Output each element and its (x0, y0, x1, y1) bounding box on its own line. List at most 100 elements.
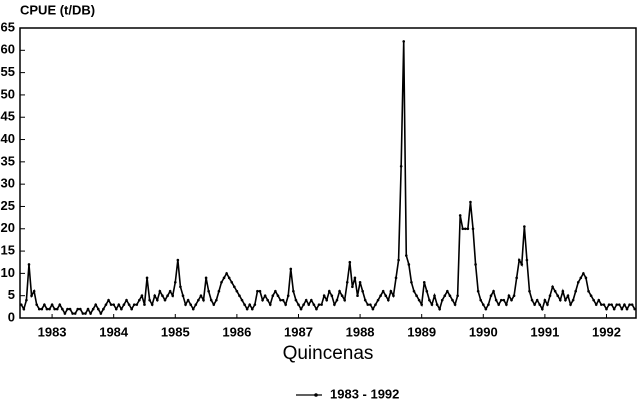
data-point (140, 294, 144, 297)
x-tick-label: 1983 (38, 324, 67, 339)
data-point (204, 276, 208, 280)
data-point (579, 276, 583, 280)
data-point (392, 294, 395, 297)
data-point (122, 303, 126, 306)
data-point (71, 312, 74, 315)
data-point (492, 289, 495, 293)
legend-label: 1983 - 1992 (330, 386, 399, 401)
chart-title: CPUE (t/DB) (20, 2, 95, 17)
data-point (489, 294, 493, 297)
data-point (523, 225, 526, 228)
data-point (81, 312, 85, 315)
y-tick-label: 45 (1, 109, 15, 124)
data-point (45, 307, 49, 311)
data-point (289, 267, 293, 271)
data-point (633, 307, 637, 311)
data-point (117, 303, 121, 306)
data-point (148, 298, 151, 302)
data-point (102, 307, 105, 311)
data-point (297, 303, 300, 306)
data-point (469, 200, 472, 204)
data-point (497, 303, 500, 306)
data-point (553, 289, 557, 293)
data-point (587, 289, 590, 293)
data-point (561, 289, 565, 293)
data-point (292, 289, 295, 293)
data-point (307, 303, 311, 306)
data-point (615, 303, 619, 306)
data-point (235, 289, 239, 293)
data-point (279, 298, 282, 302)
data-point (268, 303, 272, 306)
x-tick-label: 1989 (407, 324, 436, 339)
data-point (479, 298, 483, 302)
data-point (209, 298, 213, 302)
data-point (207, 289, 210, 293)
data-point (592, 298, 595, 302)
y-tick-label: 55 (1, 64, 15, 79)
data-point (256, 289, 259, 293)
data-point (202, 298, 205, 302)
y-tick-label: 5 (8, 287, 15, 302)
data-point (163, 298, 167, 302)
data-point (317, 303, 321, 306)
data-point (574, 289, 577, 293)
data-point (186, 298, 190, 302)
data-point (612, 307, 616, 311)
data-point (27, 263, 31, 266)
data-point (284, 303, 287, 306)
data-point (299, 307, 303, 311)
data-point (512, 294, 516, 297)
data-point (510, 298, 513, 302)
data-point (109, 303, 113, 306)
data-point (150, 303, 154, 306)
data-point (430, 303, 434, 306)
data-point (618, 303, 621, 306)
data-point (456, 294, 459, 297)
data-point (584, 276, 588, 280)
data-point (525, 258, 529, 262)
data-point (600, 303, 603, 306)
data-point (227, 276, 231, 280)
data-point (222, 276, 226, 280)
data-point (384, 294, 388, 297)
data-point (397, 258, 400, 262)
data-point (107, 298, 110, 302)
data-point (335, 298, 339, 302)
data-point (94, 303, 98, 306)
data-point (361, 289, 364, 293)
data-point (548, 294, 552, 297)
y-tick-label: 60 (1, 42, 15, 57)
data-point (73, 312, 77, 315)
data-point (505, 303, 508, 306)
data-point (607, 303, 611, 306)
data-point (435, 303, 439, 306)
data-point (168, 289, 172, 293)
data-point (327, 289, 331, 293)
data-point (184, 303, 187, 306)
data-point (271, 294, 275, 297)
data-point (212, 303, 216, 306)
data-point (189, 303, 192, 306)
data-point (250, 307, 254, 311)
data-point (217, 289, 221, 293)
data-point (310, 298, 313, 302)
data-point (564, 298, 567, 302)
data-point (443, 294, 447, 297)
data-point (417, 298, 421, 302)
data-point (351, 285, 354, 289)
data-point (381, 289, 385, 293)
data-point (520, 263, 524, 266)
data-point (589, 294, 593, 297)
data-point (461, 227, 465, 231)
data-point (551, 285, 554, 289)
y-tick-label: 0 (8, 309, 15, 324)
data-point (158, 289, 162, 293)
data-point (104, 303, 108, 306)
x-tick-label: 1992 (592, 324, 621, 339)
data-point (91, 307, 95, 311)
data-point (86, 307, 90, 311)
data-point (358, 281, 362, 284)
data-point (40, 307, 44, 311)
